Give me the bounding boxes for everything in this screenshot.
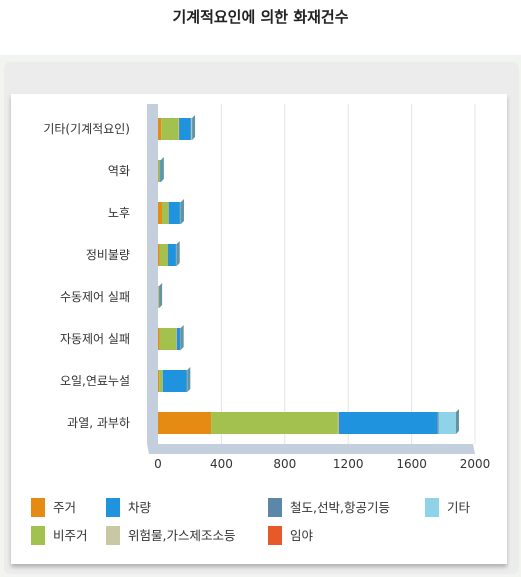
bar-segment <box>191 118 193 140</box>
bar-segment <box>158 160 159 182</box>
legend-swatch <box>425 498 439 517</box>
legend-label: 주거 <box>53 500 76 515</box>
bar-segment <box>176 244 177 266</box>
bar-segment <box>437 412 439 434</box>
bar-side-face <box>160 157 164 182</box>
legend-swatch <box>268 498 282 517</box>
bar-segment <box>158 244 160 266</box>
bar-segment <box>190 118 192 140</box>
bar-segment <box>167 244 169 266</box>
bar-segment <box>158 412 212 434</box>
bar-segment <box>179 118 191 140</box>
bar-segment <box>159 244 168 266</box>
legend-label: 위험물,가스제조소등 <box>128 528 235 543</box>
x-tick-label: 1200 <box>333 457 364 471</box>
legend-label: 임야 <box>290 528 314 543</box>
bar-segment <box>162 370 163 392</box>
bar-segment <box>211 412 338 434</box>
bar-segment <box>159 160 161 182</box>
bar-segment <box>168 202 180 224</box>
bar-side-face <box>176 241 180 266</box>
legend-swatch <box>106 498 120 517</box>
bar-segment <box>180 202 182 224</box>
bar-side-face <box>455 409 459 434</box>
category-label: 과열, 과부하 <box>67 416 130 430</box>
legend-label: 기타 <box>447 500 471 515</box>
category-label: 역화 <box>108 164 130 178</box>
legend-label: 비주거 <box>53 528 88 543</box>
category-label: 오일,연료누설 <box>60 374 130 388</box>
chart-card <box>11 94 507 564</box>
bar-segment <box>337 412 339 434</box>
chart-floor <box>147 444 475 454</box>
category-label: 수동제어 실패 <box>60 290 130 304</box>
bar-segment <box>168 202 169 224</box>
bar-segment <box>438 412 456 434</box>
x-tick-label: 2000 <box>460 457 491 471</box>
bar-segment <box>338 412 340 434</box>
legend-swatch <box>268 526 282 545</box>
category-label: 정비불량 <box>86 248 130 262</box>
bar-side-face <box>180 199 184 224</box>
category-label: 기타(기계적요인) <box>43 122 130 136</box>
chart-title: 기계적요인에 의한 화재건수 <box>172 8 349 26</box>
bar-segment <box>158 286 159 308</box>
category-label: 자동제어 실패 <box>60 332 130 346</box>
bar-segment <box>180 328 181 350</box>
bar-segment <box>186 370 188 392</box>
bar-segment <box>175 244 177 266</box>
bar-segment <box>178 118 180 140</box>
bar-segment <box>158 286 160 308</box>
bar-segment <box>162 370 187 392</box>
bar-segment <box>159 328 177 350</box>
x-tick-label: 400 <box>210 457 233 471</box>
bar-segment <box>158 370 160 392</box>
bar-segment <box>158 202 162 224</box>
legend-label: 철도,선박,항공기등 <box>290 500 390 515</box>
bar-segment <box>159 370 163 392</box>
bar-segment <box>339 412 438 434</box>
x-tick-label: 0 <box>154 457 162 471</box>
bar-segment <box>186 370 188 392</box>
legend-swatch <box>106 526 120 545</box>
bar-segment <box>176 328 177 350</box>
bar-segment <box>161 202 169 224</box>
bar-side-face <box>187 367 191 392</box>
legend-swatch <box>31 498 45 517</box>
x-tick-label: 1600 <box>396 457 427 471</box>
bar-segment <box>167 244 176 266</box>
bar-segment <box>158 118 162 140</box>
title-bar: 기계적요인에 의한 화재건수 <box>0 0 521 55</box>
x-tick-label: 800 <box>273 457 296 471</box>
bar-segment <box>180 328 181 350</box>
bar-segment <box>158 160 160 182</box>
category-label: 노후 <box>108 206 130 220</box>
bar-side-face <box>192 115 196 140</box>
legend-label: 차량 <box>128 500 152 515</box>
bar-side-face <box>159 283 163 308</box>
bar-segment <box>158 328 160 350</box>
bar-side-face <box>180 325 184 350</box>
bar-segment <box>161 118 179 140</box>
chart-side-wall <box>147 104 158 444</box>
bar-segment <box>176 328 181 350</box>
bar-segment <box>179 202 181 224</box>
legend-swatch <box>31 526 45 545</box>
